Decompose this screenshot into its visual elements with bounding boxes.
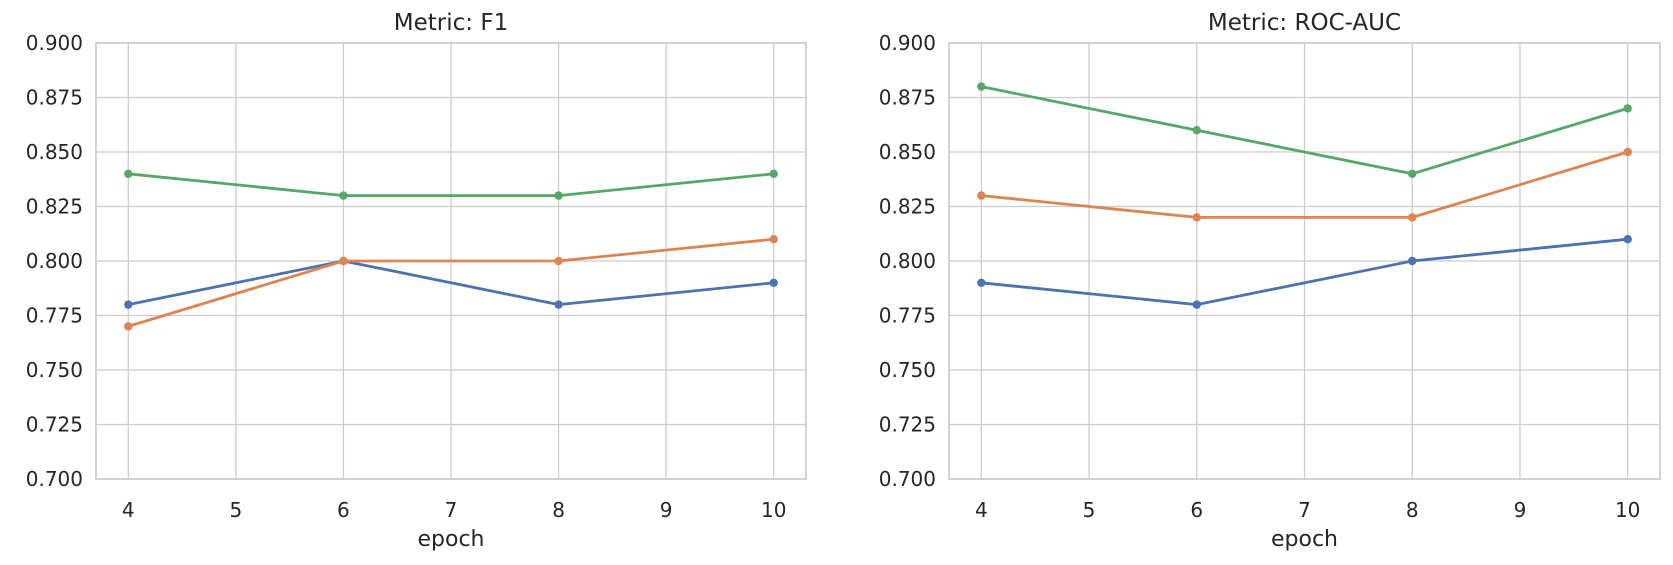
x-tick-label: 4 <box>122 498 135 522</box>
x-tick-label: 6 <box>337 498 350 522</box>
x-tick-label: 7 <box>445 498 458 522</box>
series-line <box>126 237 776 328</box>
x-tick-label: 10 <box>761 498 786 522</box>
data-point <box>769 278 778 287</box>
series-orange <box>977 147 1632 222</box>
data-point <box>1623 104 1632 113</box>
x-tick-label: 4 <box>975 498 988 522</box>
series-green <box>124 169 778 200</box>
data-point <box>769 169 778 178</box>
y-tick-label: 0.850 <box>26 140 83 164</box>
plot-background <box>837 0 1673 565</box>
x-axis-label: epoch <box>418 527 485 552</box>
y-tick-label: 0.750 <box>879 358 936 382</box>
y-tick-label: 0.900 <box>879 31 936 55</box>
x-tick-label: 9 <box>1514 498 1527 522</box>
series-line <box>979 85 1630 176</box>
y-tick-label: 0.700 <box>879 467 936 491</box>
data-point <box>1192 300 1201 309</box>
data-point <box>124 169 133 178</box>
series-line <box>979 237 1630 307</box>
y-tick-label: 0.750 <box>26 358 83 382</box>
series-orange <box>124 235 778 331</box>
data-point <box>124 300 133 309</box>
plot-spines <box>95 42 807 480</box>
x-tick-label: 6 <box>1190 498 1203 522</box>
data-point <box>554 300 563 309</box>
data-point <box>1192 126 1201 135</box>
plot-spines <box>948 42 1661 480</box>
y-tick-label: 0.875 <box>879 86 936 110</box>
x-tick-label: 10 <box>1615 498 1640 522</box>
y-tick-label: 0.875 <box>26 86 83 110</box>
data-point <box>1623 147 1632 157</box>
y-tick-label: 0.775 <box>26 304 83 328</box>
x-tick-label: 8 <box>552 498 565 522</box>
series-blue <box>977 235 1632 309</box>
y-tick-label: 0.825 <box>879 195 936 219</box>
x-tick-label: 8 <box>1406 498 1419 522</box>
y-tick-label: 0.825 <box>26 195 83 219</box>
chart-title: Metric: ROC-AUC <box>1208 10 1401 36</box>
chart-f1-plot: 0.700 0.725 0.750 0.775 0.800 0.825 0.850 0.875… <box>0 0 836 565</box>
chart-roc-auc: 0.700 0.725 0.750 0.775 0.800 0.825 0.850 0.875… <box>837 0 1673 565</box>
y-tick-label: 0.800 <box>26 249 83 273</box>
chart-title: Metric: F1 <box>394 10 508 36</box>
data-point <box>1623 235 1632 244</box>
chart-f1: 0.700 0.725 0.750 0.775 0.800 0.825 0.850 0.875… <box>0 0 836 565</box>
x-tick-label: 9 <box>660 498 673 522</box>
x-tick-label: 7 <box>1298 498 1311 522</box>
data-point <box>1408 256 1417 266</box>
plot-background <box>0 0 836 565</box>
y-tick-label: 0.775 <box>879 304 936 328</box>
series-line <box>979 150 1630 219</box>
data-point <box>977 278 986 287</box>
data-point <box>554 256 563 266</box>
data-point <box>977 191 986 200</box>
y-tick-label: 0.900 <box>26 31 83 55</box>
data-point <box>554 191 563 200</box>
x-tick-label: 5 <box>229 498 242 522</box>
y-tick-label: 0.725 <box>26 413 83 437</box>
y-tick-label: 0.800 <box>879 249 936 273</box>
x-axis-label: epoch <box>1271 527 1338 552</box>
y-tick-label: 0.850 <box>879 140 936 164</box>
data-point <box>1408 169 1417 178</box>
series-line <box>126 172 776 198</box>
series-green <box>977 82 1632 178</box>
y-tick-label: 0.725 <box>879 413 936 437</box>
data-point <box>339 256 348 266</box>
y-tick-label: 0.700 <box>26 467 83 491</box>
data-point <box>769 235 778 244</box>
x-tick-label: 5 <box>1083 498 1096 522</box>
data-point <box>1408 213 1417 222</box>
data-point <box>339 191 348 200</box>
data-point <box>977 82 986 91</box>
data-point <box>1192 213 1201 222</box>
chart-roc-auc-plot: 0.700 0.725 0.750 0.775 0.800 0.825 0.850 0.875… <box>837 0 1673 565</box>
data-point <box>124 322 133 331</box>
series-line <box>126 259 776 307</box>
